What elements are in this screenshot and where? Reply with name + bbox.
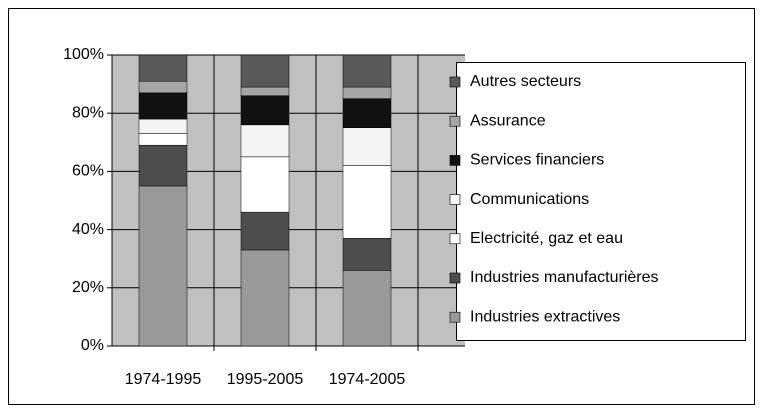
y-tick-label: 40% bbox=[72, 221, 104, 238]
x-tick-label: 1974-1995 bbox=[125, 371, 202, 388]
bar-segment bbox=[240, 249, 290, 347]
y-tick-label: 80% bbox=[72, 104, 104, 121]
legend-swatch bbox=[449, 233, 461, 245]
y-tick-label: 20% bbox=[72, 279, 104, 296]
legend-label: Assurance bbox=[470, 112, 546, 129]
bar-segment bbox=[342, 270, 392, 347]
bar-segment bbox=[240, 211, 290, 251]
bar-segment bbox=[138, 80, 188, 94]
bar-segment bbox=[240, 156, 290, 213]
bar-segment bbox=[240, 54, 290, 88]
legend-box bbox=[456, 62, 746, 341]
legend-swatch bbox=[449, 155, 461, 166]
bar-segment bbox=[138, 133, 188, 146]
legend-label: Services financiers bbox=[470, 152, 604, 169]
bar-segment bbox=[138, 144, 188, 187]
y-tick-label: 0% bbox=[81, 337, 104, 354]
bar-segment bbox=[342, 127, 392, 166]
legend-label: Industries extractives bbox=[470, 308, 620, 325]
legend-swatch bbox=[449, 115, 461, 127]
bar-segment bbox=[240, 95, 290, 126]
bar-segment bbox=[342, 165, 392, 239]
bar-segment bbox=[342, 86, 392, 99]
bar-segment bbox=[138, 185, 188, 347]
plot-area: 0% 20% 40% 60% 80% 100% 1974-1995 1995-2005 1974… bbox=[63, 46, 465, 388]
legend-label: Communications bbox=[470, 191, 589, 208]
bar-segment bbox=[342, 238, 392, 271]
bar-segment bbox=[342, 54, 392, 88]
bar-segment bbox=[138, 92, 188, 120]
legend-swatch bbox=[449, 311, 461, 323]
legend-label: Industries manufacturières bbox=[470, 269, 659, 286]
y-tick-label: 100% bbox=[63, 46, 104, 63]
legend: Industries extractives Industries manufac… bbox=[449, 62, 746, 341]
bar-segment bbox=[240, 124, 290, 158]
bar-segment bbox=[240, 86, 290, 96]
legend-swatch bbox=[449, 76, 461, 88]
x-tick-label: 1974-2005 bbox=[329, 371, 406, 388]
bar-segment bbox=[342, 98, 392, 129]
x-tick-label: 1995-2005 bbox=[227, 371, 304, 388]
bar-segment bbox=[138, 118, 188, 134]
legend-swatch bbox=[449, 194, 461, 205]
legend-label: Autres secteurs bbox=[470, 73, 581, 90]
legend-swatch bbox=[449, 272, 461, 284]
legend-label: Electricité, gaz et eau bbox=[470, 230, 623, 247]
bar-segment bbox=[138, 54, 188, 82]
y-tick-label: 60% bbox=[72, 163, 104, 180]
